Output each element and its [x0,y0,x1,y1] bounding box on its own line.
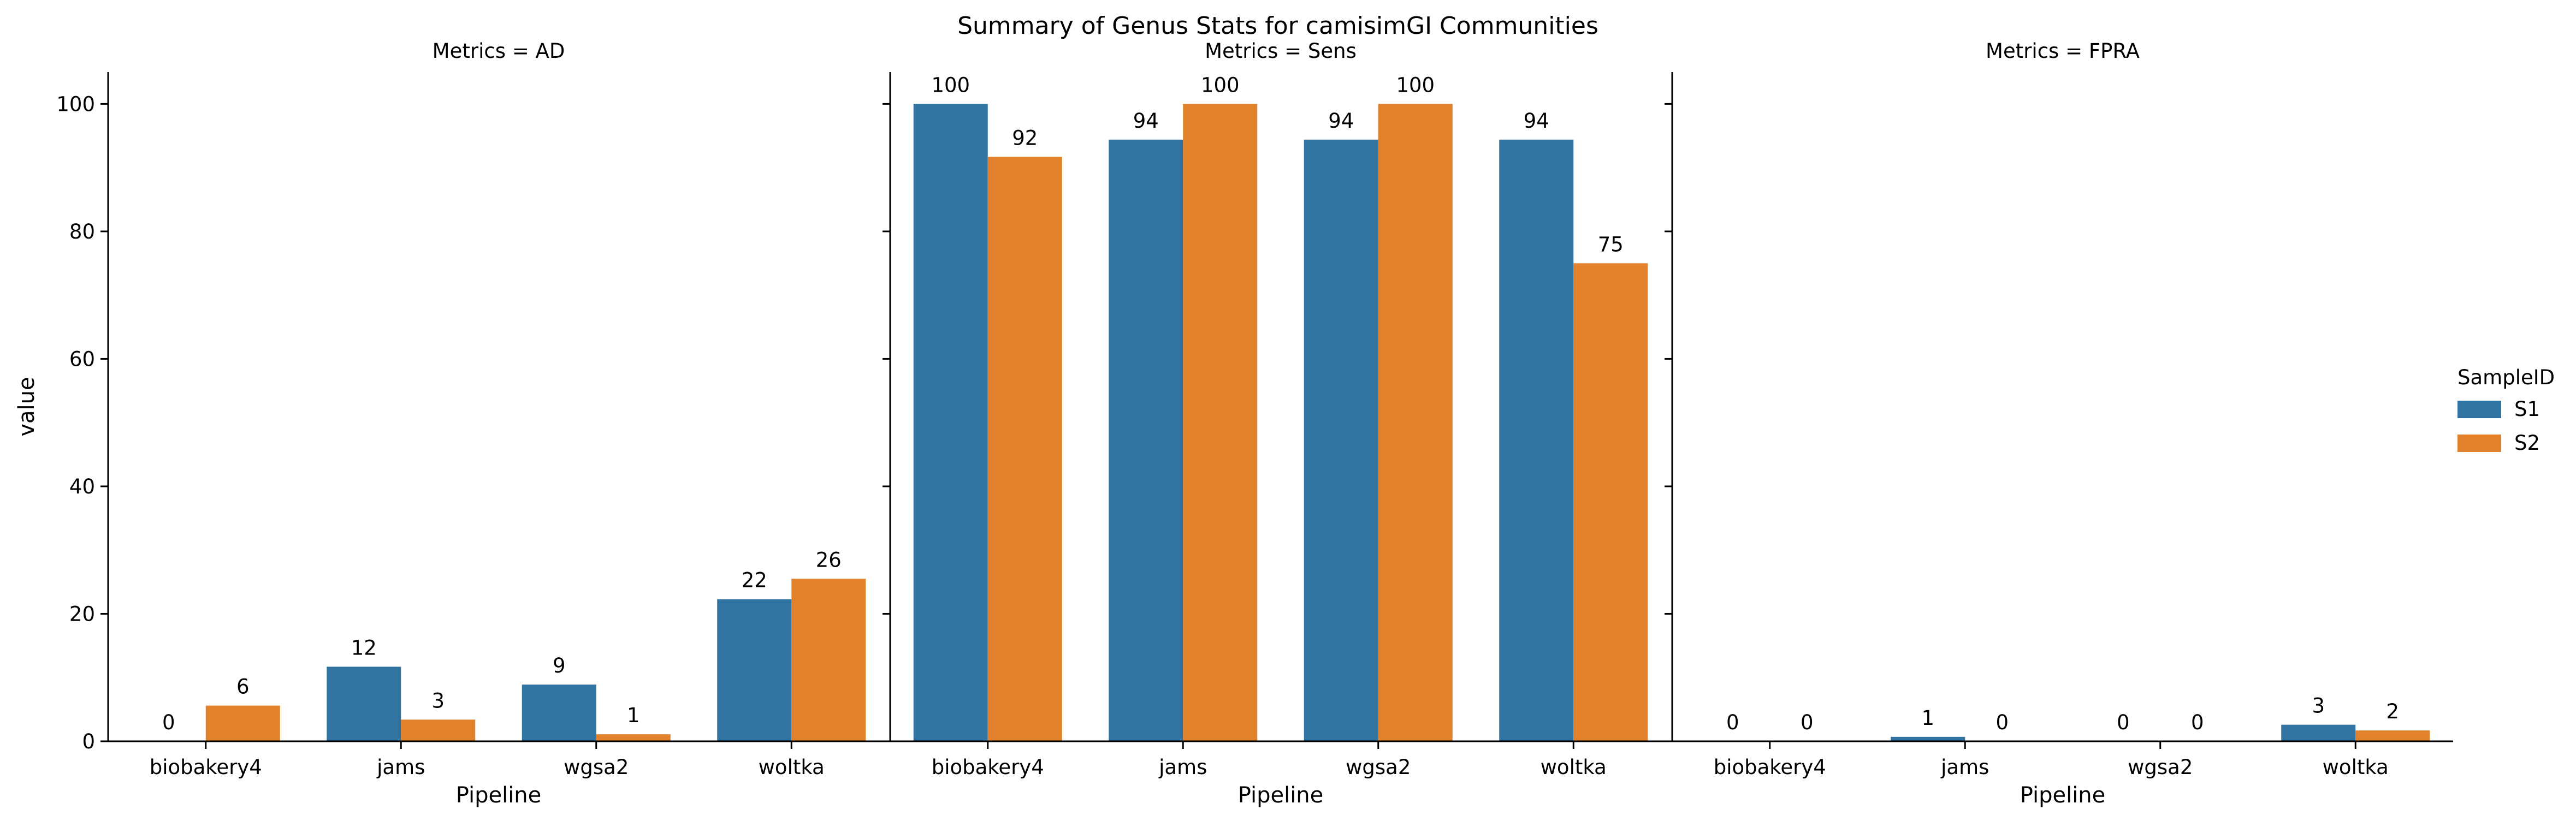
x-tick-label: woltka [2323,755,2389,779]
bar-value-label: 1 [627,704,640,727]
x-tick-label: biobakery4 [150,755,262,779]
legend-label: S1 [2514,397,2540,421]
y-axis-label: value [14,377,39,436]
bar [522,685,596,741]
bar [1378,104,1453,741]
bar-value-label: 26 [816,548,842,572]
bar [987,157,1062,741]
bar [1573,263,1648,741]
x-axis-label: Pipeline [2020,783,2106,808]
bar [1183,104,1258,741]
bar-value-label: 100 [1201,73,1240,97]
bar-value-label: 0 [2191,711,2204,734]
bar [717,599,792,741]
x-tick-label: jams [1940,755,1989,779]
bar-value-label: 0 [1995,711,2009,734]
bar [2355,730,2430,741]
bar [913,104,988,741]
bar-value-label: 1 [1921,706,1934,730]
bar-value-label: 22 [742,569,767,592]
bar-value-label: 3 [431,689,445,712]
y-tick-label: 100 [56,92,95,116]
bar [401,719,476,741]
bar-value-label: 12 [351,636,377,659]
legend-swatch [2457,435,2501,452]
bar-value-label: 0 [2117,711,2130,734]
x-tick-label: biobakery4 [932,755,1044,779]
bar-value-label: 75 [1598,233,1624,256]
facet-title: Metrics = AD [433,39,565,63]
bar-value-label: 100 [1396,73,1435,97]
bar-value-label: 100 [931,73,970,97]
bar [2281,724,2356,741]
bar-value-label: 0 [1726,711,1739,734]
facet-panel: Metrics = FPRA 0 1 0 3 0 0 0 2 biobakery4 jams wgsa… [1665,39,2453,808]
bar-value-label: 3 [2312,694,2325,718]
y-tick-label: 20 [69,602,95,626]
y-tick-label: 80 [69,220,95,243]
bar-value-label: 6 [236,675,250,699]
legend: SampleID S1 S2 [2457,366,2555,455]
facet-panel: Metrics = Sens 100 94 94 94 92 100 100 75 biobake… [883,39,1671,808]
x-axis-label: Pipeline [456,783,542,808]
chart-title: Summary of Genus Stats for camisimGI Com… [957,12,1598,40]
bar-value-label: 9 [553,654,566,677]
x-tick-label: wgsa2 [1346,755,1411,779]
y-tick-label: 40 [69,475,95,498]
bar-value-label: 94 [1328,109,1354,133]
bar-value-label: 94 [1133,109,1159,133]
x-tick-label: wgsa2 [2128,755,2193,779]
bar [327,667,401,741]
legend-swatch [2457,401,2501,418]
legend-title: SampleID [2457,366,2555,389]
facet-panel: Metrics = AD 0 12 9 22 6 3 1 26 0 20 40 60 80 100 bioba… [14,39,889,808]
y-tick-label: 60 [69,347,95,371]
bar-value-label: 2 [2386,700,2399,723]
x-tick-label: woltka [1541,755,1607,779]
legend-label: S2 [2514,431,2540,455]
x-tick-label: jams [376,755,425,779]
bar [1891,736,1965,741]
bar [1304,139,1378,742]
facet-title: Metrics = FPRA [1986,39,2140,63]
bar-value-label: 92 [1012,126,1038,150]
bar [1109,139,1183,742]
bar [205,705,280,741]
y-tick-label: 0 [82,730,95,753]
facet-title: Metrics = Sens [1205,39,1357,63]
x-axis-label: Pipeline [1238,783,1324,808]
bar-value-label: 0 [1801,711,1814,734]
x-tick-label: biobakery4 [1714,755,1826,779]
bar [596,734,671,741]
bar-value-label: 94 [1524,109,1549,133]
x-tick-label: woltka [759,755,825,779]
x-tick-label: wgsa2 [564,755,629,779]
bar [1499,139,1574,742]
bar-value-label: 0 [162,711,175,734]
bar [791,579,866,741]
x-tick-label: jams [1158,755,1207,779]
